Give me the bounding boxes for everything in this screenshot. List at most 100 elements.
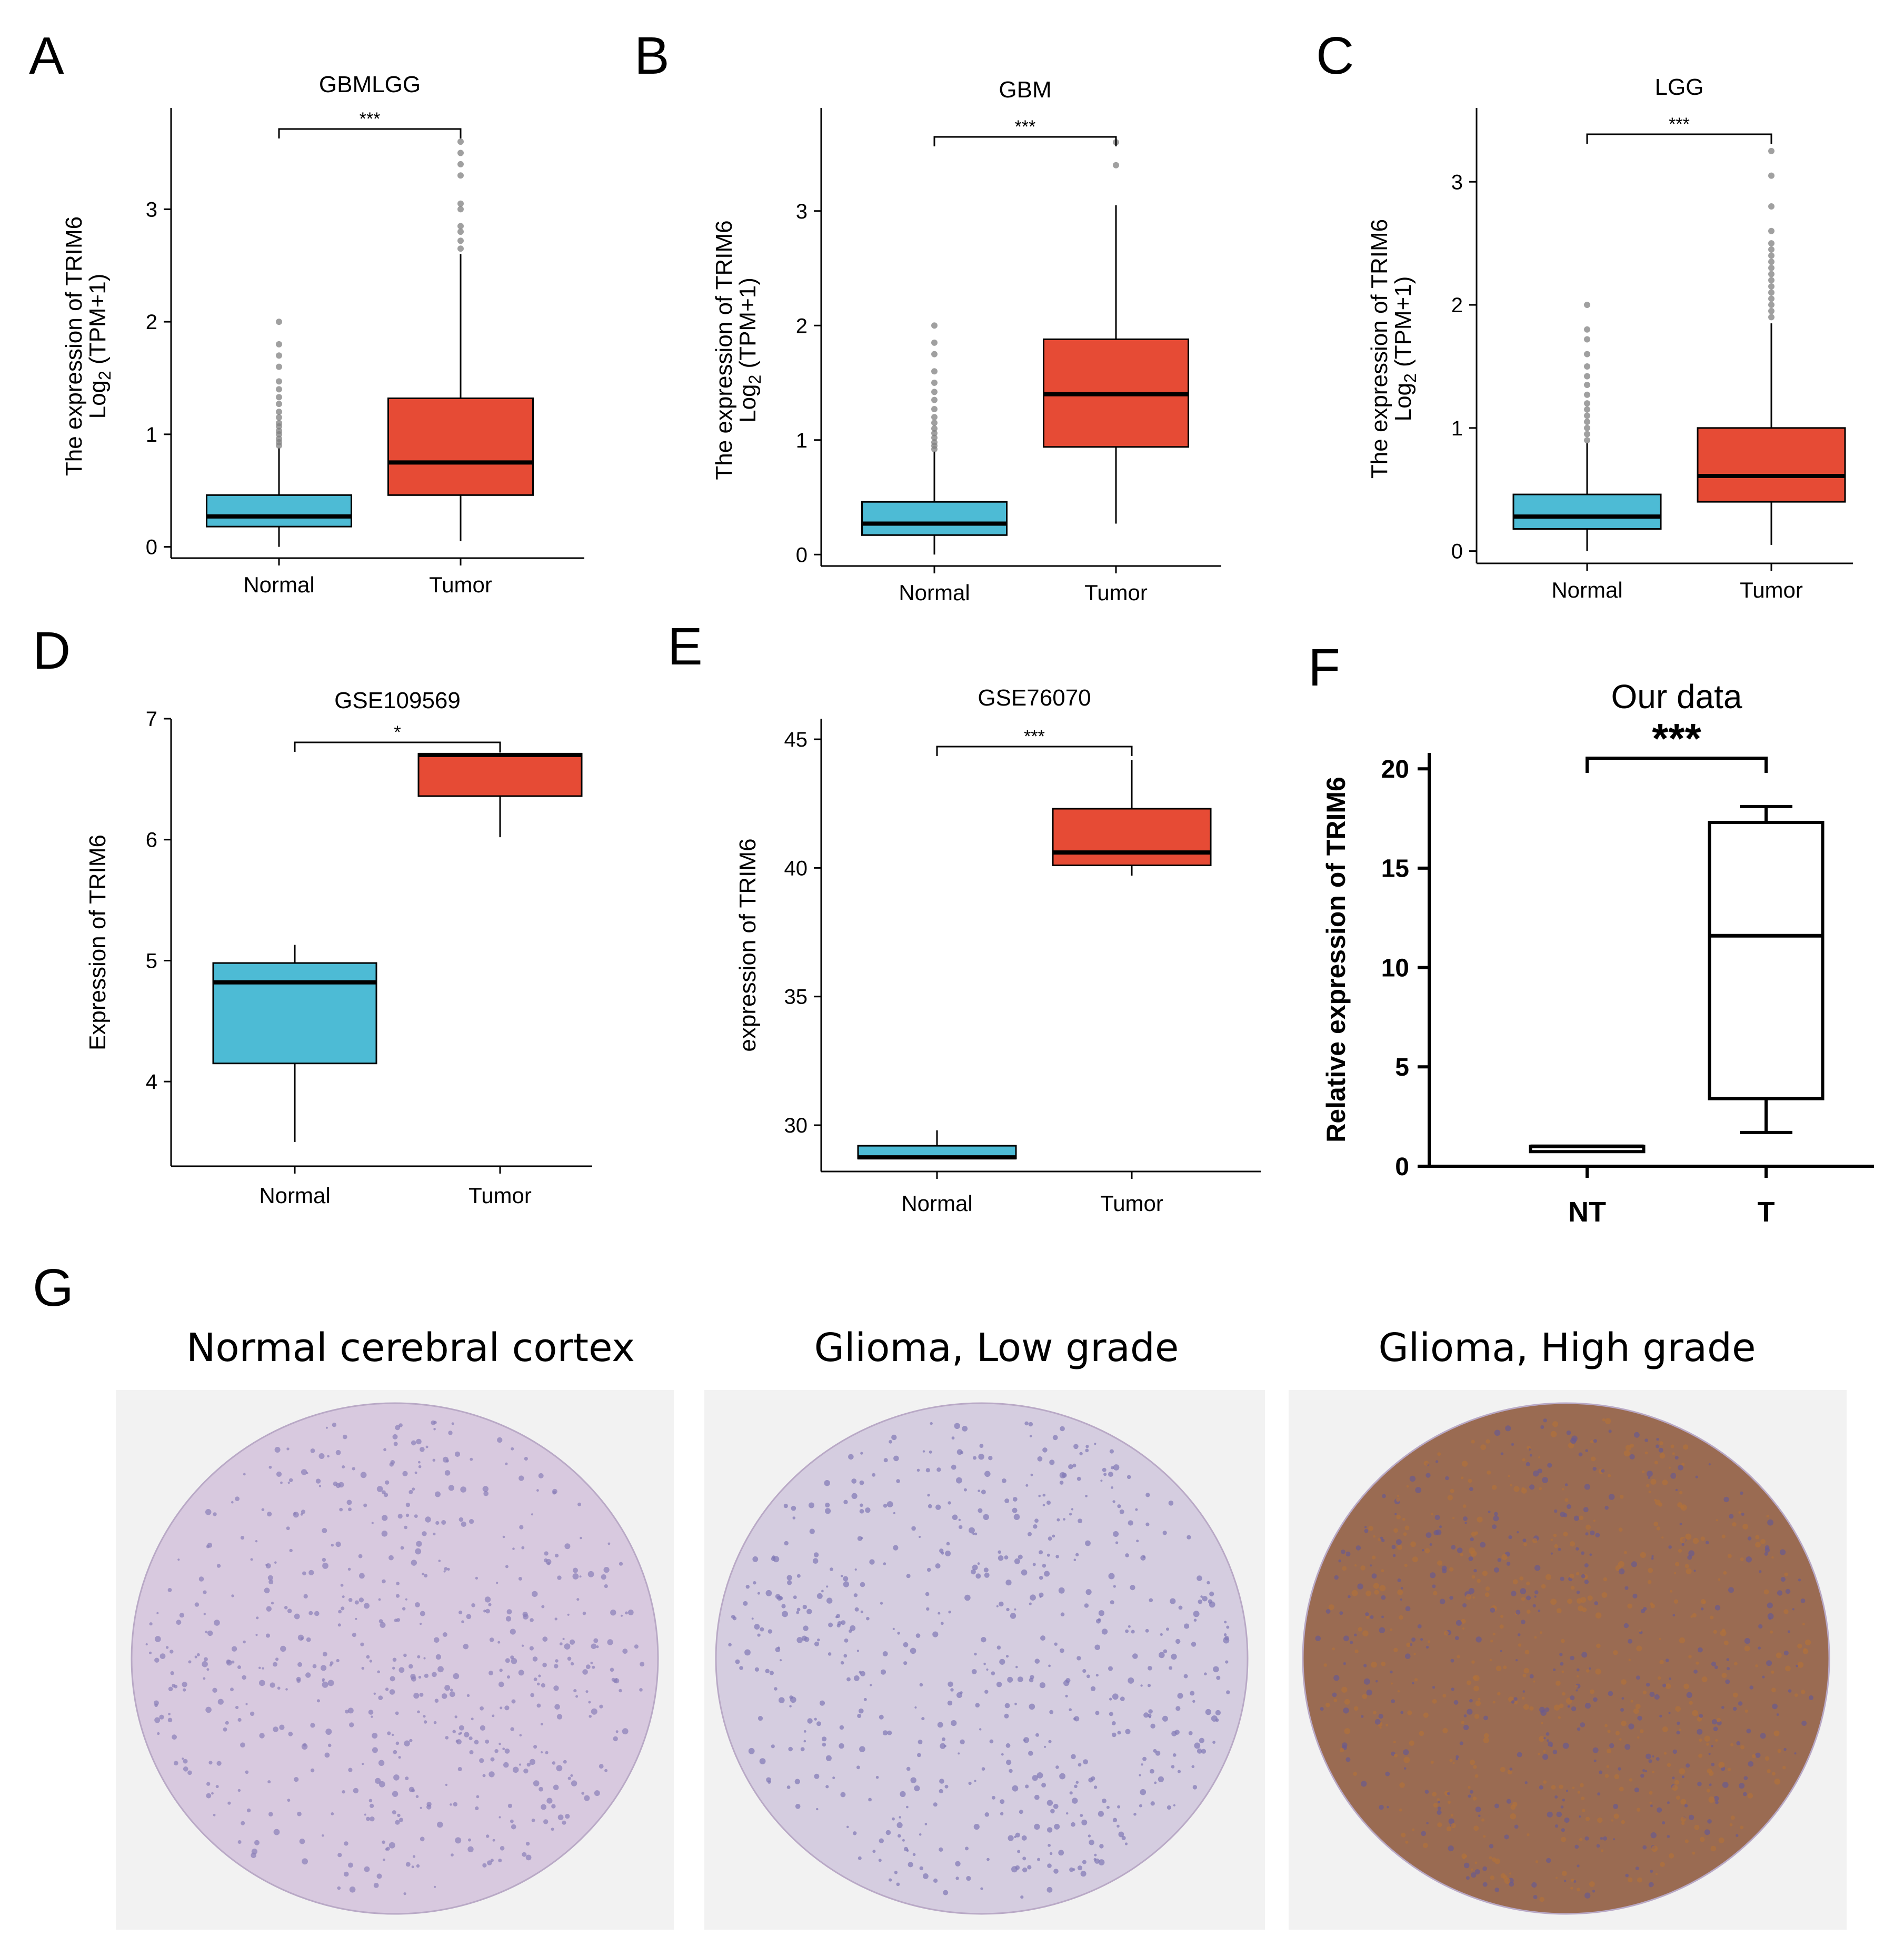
- cell-nucleus: [1072, 1868, 1075, 1871]
- cell-nucleus: [525, 1854, 532, 1861]
- cell-nucleus: [1659, 1660, 1664, 1664]
- cell-nucleus: [445, 1736, 449, 1740]
- cell-nucleus: [212, 1687, 217, 1693]
- cell-nucleus: [1366, 1615, 1370, 1619]
- cell-nucleus: [975, 1703, 980, 1707]
- cell-nucleus: [392, 1791, 398, 1797]
- cell-nucleus: [1570, 1655, 1574, 1661]
- cell-nucleus: [408, 1664, 413, 1669]
- outlier-point: [931, 439, 938, 446]
- cell-nucleus: [1625, 1445, 1632, 1451]
- cell-nucleus: [1020, 1895, 1024, 1899]
- cell-nucleus: [434, 1699, 439, 1703]
- y-axis-label: The expression of TRIM6: [1367, 219, 1392, 479]
- cell-nucleus: [1471, 1531, 1477, 1537]
- cell-nucleus: [529, 1646, 534, 1651]
- cell-nucleus: [1483, 1733, 1489, 1739]
- cell-nucleus: [1088, 1834, 1091, 1838]
- cell-nucleus: [814, 1717, 817, 1721]
- cell-nucleus: [1579, 1783, 1584, 1788]
- cell-nucleus: [1647, 1471, 1653, 1477]
- y-axis-label: The expression of TRIM6: [711, 220, 737, 480]
- cell-nucleus: [1404, 1564, 1408, 1567]
- cell-nucleus: [562, 1637, 565, 1640]
- cell-nucleus: [183, 1766, 188, 1772]
- cell-nucleus: [1655, 1873, 1658, 1875]
- cell-nucleus: [1049, 1710, 1054, 1714]
- x-tick-label: Tumor: [1740, 578, 1803, 602]
- cell-nucleus: [857, 1536, 863, 1541]
- cell-nucleus: [1173, 1804, 1175, 1806]
- cell-nucleus: [532, 1656, 538, 1662]
- cell-nucleus: [1613, 1804, 1619, 1809]
- x-tick-label: Normal: [259, 1183, 330, 1208]
- cell-nucleus: [1029, 1602, 1032, 1605]
- cell-nucleus: [1715, 1739, 1718, 1742]
- cell-nucleus: [1029, 1703, 1035, 1710]
- cell-nucleus: [402, 1607, 406, 1611]
- cell-nucleus: [1509, 1872, 1512, 1875]
- cell-nucleus: [1797, 1662, 1804, 1668]
- cell-nucleus: [458, 1610, 463, 1615]
- cell-nucleus: [1215, 1710, 1221, 1715]
- outlier-point: [276, 319, 282, 325]
- cell-nucleus: [1188, 1731, 1193, 1735]
- cell-nucleus: [424, 1673, 429, 1678]
- cell-nucleus: [996, 1605, 999, 1607]
- cell-nucleus: [434, 1885, 436, 1888]
- cell-nucleus: [1599, 1770, 1603, 1774]
- cell-nucleus: [1472, 1796, 1477, 1801]
- cell-nucleus: [912, 1853, 916, 1856]
- cell-nucleus: [1760, 1538, 1766, 1544]
- cell-nucleus: [809, 1502, 814, 1508]
- cell-nucleus: [1345, 1757, 1351, 1762]
- cell-nucleus: [1584, 1580, 1589, 1584]
- cell-nucleus: [777, 1595, 782, 1601]
- outlier-point: [1584, 363, 1590, 370]
- cell-nucleus: [1727, 1768, 1731, 1771]
- cell-nucleus: [1716, 1717, 1721, 1723]
- cell-nucleus: [1448, 1845, 1454, 1852]
- cell-nucleus: [1569, 1573, 1574, 1579]
- cell-nucleus: [1191, 1765, 1195, 1769]
- cell-nucleus: [346, 1500, 352, 1505]
- cell-nucleus: [392, 1733, 394, 1736]
- cell-nucleus: [856, 1650, 860, 1652]
- cell-nucleus: [1085, 1448, 1089, 1453]
- cell-nucleus: [1081, 1819, 1088, 1825]
- outlier-point: [931, 420, 938, 426]
- cell-nucleus: [1646, 1683, 1650, 1687]
- cell-nucleus: [567, 1776, 571, 1780]
- cell-nucleus: [1661, 1536, 1664, 1539]
- cell-nucleus: [1784, 1572, 1788, 1576]
- cell-nucleus: [1103, 1473, 1107, 1476]
- cell-nucleus: [1460, 1553, 1463, 1556]
- cell-nucleus: [237, 1840, 242, 1844]
- cell-nucleus: [420, 1623, 422, 1625]
- cell-nucleus: [1597, 1792, 1601, 1796]
- cell-nucleus: [1670, 1473, 1677, 1479]
- cell-nucleus: [1207, 1581, 1210, 1585]
- y-tick-label: 7: [146, 708, 157, 731]
- cell-nucleus: [889, 1439, 892, 1444]
- cell-nucleus: [1424, 1548, 1430, 1554]
- cell-nucleus: [1517, 1531, 1519, 1534]
- cell-nucleus: [1036, 1772, 1043, 1779]
- cell-nucleus: [485, 1609, 490, 1614]
- cell-nucleus: [1768, 1617, 1771, 1620]
- cell-nucleus: [1368, 1526, 1373, 1531]
- cell-nucleus: [167, 1588, 172, 1592]
- cell-nucleus: [1618, 1767, 1621, 1771]
- cell-nucleus: [1675, 1706, 1681, 1712]
- cell-nucleus: [906, 1805, 909, 1809]
- cell-nucleus: [1725, 1679, 1730, 1684]
- cell-nucleus: [1401, 1832, 1406, 1838]
- outlier-point: [1768, 172, 1775, 179]
- cell-nucleus: [435, 1521, 440, 1525]
- cell-nucleus: [1171, 1765, 1175, 1769]
- cell-nucleus: [1425, 1532, 1432, 1538]
- cell-nucleus: [395, 1820, 400, 1825]
- cell-nucleus: [1442, 1727, 1448, 1734]
- cell-nucleus: [1102, 1799, 1106, 1803]
- cell-nucleus: [1014, 1702, 1017, 1705]
